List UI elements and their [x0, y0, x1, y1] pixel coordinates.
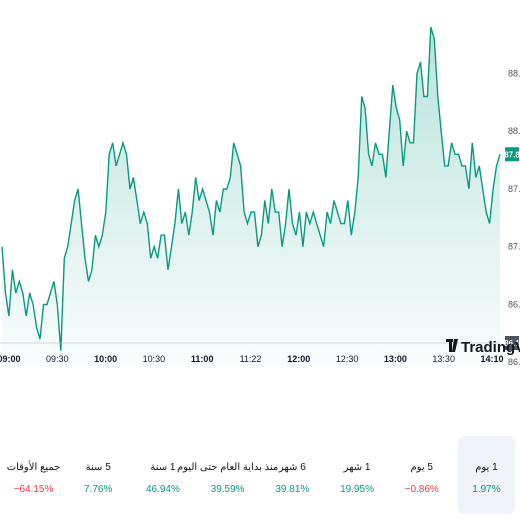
y-tick-label: 88.0 [508, 126, 520, 136]
y-tick-label: 86.5 [508, 300, 520, 310]
period-tab-0[interactable]: 1 يوم 1.97% [457, 436, 515, 514]
period-tab-5[interactable]: 1 سنة 46.94% [134, 436, 191, 514]
price-line-path [1, 26, 501, 351]
x-tick-label: 09:00 [0, 354, 21, 364]
period-tab-1[interactable]: 5 يوم −0.86% [393, 436, 450, 514]
period-change: 1.97% [472, 484, 501, 495]
period-change: 7.76% [84, 484, 113, 495]
y-tick-label: 88.5 [508, 68, 520, 78]
x-tick-label: 11:22 [240, 354, 262, 364]
period-tab-4[interactable]: منذ بداية العام حتى اليوم 39.59% [177, 436, 278, 514]
period-label: 1 سنة [150, 462, 176, 473]
y-tick-label: 86.0 [508, 357, 520, 367]
period-change: 46.94% [145, 484, 180, 495]
y-axis: 88.5 88.0 87.5 87.0 86.5 86.0 [508, 68, 520, 367]
period-tab-6[interactable]: 5 سنة 7.76% [70, 436, 127, 514]
x-tick-label: 10:30 [143, 354, 166, 364]
x-tick-label: 13:00 [384, 354, 407, 364]
period-label: 5 سنة [85, 462, 111, 473]
x-tick-label: 10:00 [94, 354, 117, 364]
period-label: 6 شهر [278, 462, 306, 473]
period-label: 5 يوم [410, 462, 433, 473]
tradingview-wordmark: TradingView [461, 339, 520, 356]
x-tick-label: 12:00 [287, 354, 310, 364]
x-axis: 09:00 09:30 10:00 10:30 11:00 11:22 12:00 12:30… [0, 354, 504, 364]
x-tick-label: 14:10 [480, 354, 503, 364]
price-area [2, 27, 500, 368]
period-label: 1 يوم [475, 462, 498, 473]
period-change: 39.81% [275, 484, 310, 495]
period-label: جميع الأوقات [6, 462, 61, 473]
price-line [1, 26, 501, 351]
period-tab-2[interactable]: 1 شهر 19.95% [329, 436, 386, 514]
tradingview-logo[interactable]: TradingView [446, 339, 520, 356]
period-change: −0.86% [404, 484, 439, 495]
period-tab-7[interactable]: جميع الأوقات −64.15% [5, 436, 62, 514]
x-tick-label: 12:30 [336, 354, 359, 364]
period-change: 19.95% [340, 484, 374, 495]
last-price-label: 87.8 [504, 150, 520, 159]
period-label: 1 شهر [343, 462, 371, 473]
last-price-badge: 87.8 [504, 147, 520, 162]
period-tab-3[interactable]: 6 شهر 39.81% [264, 436, 321, 514]
period-change: −64.15% [13, 484, 54, 495]
x-tick-label: 13:30 [432, 354, 455, 364]
crosshair-price-label: 86.1 [504, 339, 520, 348]
x-tick-label: 09:30 [46, 354, 69, 364]
period-change: 39.59% [210, 484, 245, 495]
y-tick-label: 87.0 [508, 242, 520, 252]
price-chart[interactable]: 88.5 88.0 87.5 87.0 86.5 86.0 09:00 09:30 10:00… [0, 0, 520, 380]
tradingview-icon [446, 339, 458, 352]
price-area-fill [2, 27, 500, 368]
performance-periods: 1 يوم 1.97% 5 يوم −0.86% 1 شهر 19.95% 6 شهر 39.… [0, 436, 520, 516]
x-tick-label: 11:00 [191, 354, 214, 364]
crosshair-price-badge: 86.1 [504, 336, 520, 350]
period-label: منذ بداية العام حتى اليوم [176, 462, 279, 473]
y-tick-label: 87.5 [508, 184, 520, 194]
